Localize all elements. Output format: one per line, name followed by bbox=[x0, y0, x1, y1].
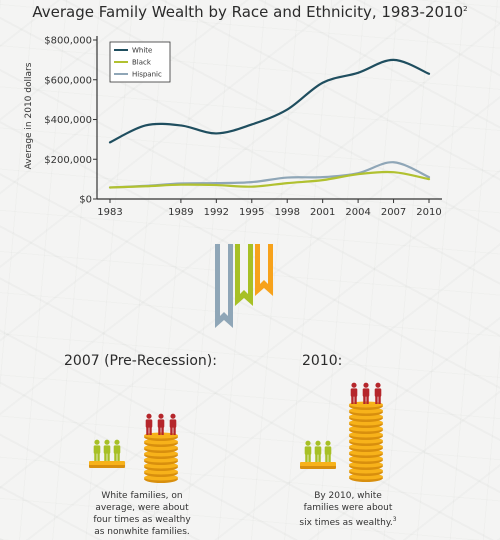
small-coin-base bbox=[89, 461, 125, 465]
series-line-black bbox=[108, 170, 431, 189]
x-tick-label: 1989 bbox=[168, 207, 193, 218]
x-tick-label: 2001 bbox=[310, 207, 335, 218]
legend-box bbox=[109, 41, 171, 83]
y-tick-label: $200,000 bbox=[44, 155, 92, 166]
person-icon bbox=[113, 439, 121, 461]
bookmark-ribbons-icon bbox=[215, 244, 273, 328]
person-icon bbox=[103, 439, 111, 461]
person-icon bbox=[314, 440, 322, 462]
legend-label-white: White bbox=[132, 47, 152, 55]
person-icon bbox=[350, 382, 358, 404]
chart-axes: $0 $200,000 $400,000 $600,000 $800,000 1983 19… bbox=[44, 36, 442, 218]
series-lines bbox=[108, 58, 431, 189]
scene-title-2010: 2010: bbox=[302, 353, 343, 369]
person-icon bbox=[362, 382, 370, 404]
y-tick-label: $800,000 bbox=[44, 36, 92, 47]
y-tick-label: $0 bbox=[79, 195, 92, 206]
person-icon bbox=[324, 440, 332, 462]
series-line-hispanic bbox=[108, 161, 431, 189]
legend-label-hispanic: Hispanic bbox=[132, 71, 162, 79]
x-tick-label: 2010 bbox=[416, 207, 441, 218]
small-coin-base bbox=[300, 462, 336, 466]
coin-icon bbox=[349, 401, 383, 408]
y-tick-label: $400,000 bbox=[44, 115, 92, 126]
scene-title-2007: 2007 (Pre-Recession): bbox=[64, 353, 217, 369]
chart-title: Average Family Wealth by Race and Ethnic… bbox=[32, 3, 468, 21]
x-tick-label: 2004 bbox=[345, 207, 370, 218]
coin-stack-icon bbox=[144, 432, 178, 483]
x-tick-label: 1998 bbox=[274, 207, 299, 218]
chart-legend: White Black Hispanic bbox=[109, 41, 171, 83]
person-icon bbox=[304, 440, 312, 462]
coin-icon bbox=[144, 432, 178, 439]
caption-2010: By 2010, white families were about six t… bbox=[299, 491, 397, 528]
x-tick-label: 1995 bbox=[239, 207, 264, 218]
x-tick-label: 2007 bbox=[381, 207, 406, 218]
caption-2007: White families, on average, were about f… bbox=[93, 491, 191, 537]
coins-scene-2007 bbox=[89, 413, 178, 483]
x-tick-label: 1992 bbox=[204, 207, 229, 218]
person-icon bbox=[169, 413, 177, 435]
coin-stack-icon bbox=[349, 401, 383, 482]
series-line-white bbox=[108, 58, 431, 144]
person-icon bbox=[374, 382, 382, 404]
coins-scene-2010 bbox=[300, 382, 383, 482]
person-icon bbox=[145, 413, 153, 435]
y-tick-label: $600,000 bbox=[44, 75, 92, 86]
legend-label-black: Black bbox=[132, 59, 152, 67]
line-chart: $0 $200,000 $400,000 $600,000 $800,000 1983 19… bbox=[44, 36, 442, 218]
person-icon bbox=[93, 439, 101, 461]
person-icon bbox=[157, 413, 165, 435]
x-tick-label: 1983 bbox=[97, 207, 122, 218]
